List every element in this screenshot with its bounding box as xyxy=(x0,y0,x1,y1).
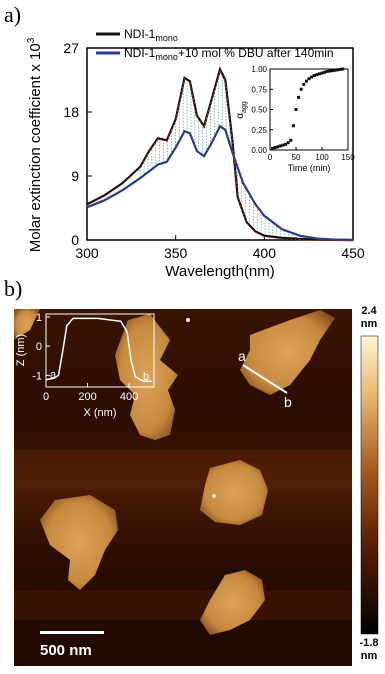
inset-x-tick-label: 100 xyxy=(315,153,329,162)
inset-data-point xyxy=(278,144,282,148)
inset-frame xyxy=(269,68,349,151)
inset-data-point xyxy=(276,145,280,149)
colorbar-min: -1.8 xyxy=(360,637,379,649)
inset-data-point xyxy=(312,73,316,77)
y-tick-label: 18 xyxy=(63,104,79,120)
inset-data-point xyxy=(291,124,295,128)
profile-x-tick-label: 0 xyxy=(43,391,49,403)
y-tick-label: 27 xyxy=(63,40,79,56)
colorbar-min-unit: nm xyxy=(361,650,378,662)
flake-3 xyxy=(200,460,268,525)
inset-kinetics-chart: 0.00 0.25 0.50 0.75 1.00 0 50 100 150 Time (min)… xyxy=(235,65,355,173)
profile-x-tick-label: 400 xyxy=(120,391,138,403)
profile-x-label: X (nm) xyxy=(84,407,117,419)
scale-bar xyxy=(40,631,104,634)
inset-data-point xyxy=(289,138,293,142)
inset-x-label: Time (min) xyxy=(288,163,331,173)
x-tick-label: 400 xyxy=(253,245,277,261)
inset-data-point xyxy=(297,95,301,99)
inset-data-point xyxy=(281,143,285,147)
inset-data-point xyxy=(310,75,314,79)
inset-data-point xyxy=(304,79,308,83)
x-tick-label: 450 xyxy=(341,245,365,261)
inset-y-tick-label: 1.00 xyxy=(251,65,267,74)
inset-data-point xyxy=(284,142,288,146)
colorbar-max-unit: nm xyxy=(361,318,378,330)
panel-b-label: b) xyxy=(4,276,23,301)
y-tick-label: 0 xyxy=(71,232,79,248)
flake-corner xyxy=(14,309,40,340)
inset-x-tick-label: 50 xyxy=(292,153,301,162)
profile-y-tick-label: -1 xyxy=(32,370,42,382)
scale-bar-label: 500 nm xyxy=(40,642,92,659)
profile-y-tick-label: 0 xyxy=(36,341,42,353)
profile-marker-a: a xyxy=(238,348,246,364)
inset-data-point xyxy=(315,73,319,77)
inset-data-point xyxy=(320,71,324,75)
inset-data-point xyxy=(333,68,337,72)
y-tick-label: 9 xyxy=(71,168,79,184)
y-axis-label: Molar extinction coefficient x 103 xyxy=(26,37,44,252)
scan-band xyxy=(14,450,352,490)
legend: NDI-1mono NDI-1mono+10 mol % DBU after 1… xyxy=(96,27,334,62)
x-tick-label: 300 xyxy=(75,245,99,261)
inset-y-tick-label: 0.50 xyxy=(251,106,267,115)
height-colorbar xyxy=(360,335,379,635)
inset-data-point xyxy=(336,68,340,72)
inset-data-point xyxy=(307,77,311,81)
x-axis-label: Wavelength(nm) xyxy=(165,263,274,280)
flake-2 xyxy=(240,310,335,395)
profile-line xyxy=(242,364,288,394)
inset-y-tick-label: 0.00 xyxy=(251,146,267,155)
series-line-2 xyxy=(86,124,354,242)
inset-data-point xyxy=(271,146,275,150)
profile-x-tick-label: 200 xyxy=(78,391,96,403)
profile-y-tick-label: 1 xyxy=(36,312,42,324)
inset-data-point xyxy=(317,72,321,76)
inset-y-tick-label: 0.25 xyxy=(251,126,267,135)
flake-1 xyxy=(115,314,178,440)
x-tick-label: 350 xyxy=(164,245,188,261)
inset-data-point xyxy=(273,146,277,150)
inset-y-label: αagg xyxy=(235,101,248,119)
inset-data-point xyxy=(328,69,332,73)
profile-inset-marker-b: b xyxy=(143,371,149,383)
inset-data-point xyxy=(286,141,290,145)
flake-5 xyxy=(200,570,265,635)
profile-marker-b: b xyxy=(284,394,292,410)
intermediate-trace xyxy=(86,69,354,242)
inset-data-point xyxy=(341,67,345,71)
legend-label-2: NDI-1mono+10 mol % DBU after 140min xyxy=(124,46,334,62)
inset-x-tick-label: 150 xyxy=(341,153,355,162)
legend-label-1: NDI-1mono xyxy=(124,27,178,43)
profile-inset-marker-a: a xyxy=(50,369,57,381)
profile-y-label: Z (nm) xyxy=(15,334,27,366)
inset-data-point xyxy=(330,69,334,73)
inset-data-point xyxy=(338,67,342,71)
uv-vis-chart: 0 9 18 27 300 350 400 450 Wavelength(nm) Molar… xyxy=(26,27,365,280)
inset-data-point xyxy=(323,70,327,74)
profile-frame xyxy=(45,313,155,388)
inset-x-tick-label: 0 xyxy=(268,153,273,162)
inset-y-tick-label: 0.75 xyxy=(251,85,267,94)
flake-4 xyxy=(40,495,118,590)
particle xyxy=(186,318,190,322)
inset-data-point xyxy=(325,69,329,73)
inset-data-point xyxy=(302,82,306,86)
plot-frame xyxy=(86,47,354,241)
scan-band xyxy=(14,590,352,620)
height-profile-line xyxy=(45,317,152,382)
particle xyxy=(212,494,216,498)
colorbar-max: 2.4 xyxy=(361,305,377,317)
panel-a-label: a) xyxy=(4,2,22,27)
inset-data-point xyxy=(294,108,298,111)
inset-data-point xyxy=(299,87,303,91)
